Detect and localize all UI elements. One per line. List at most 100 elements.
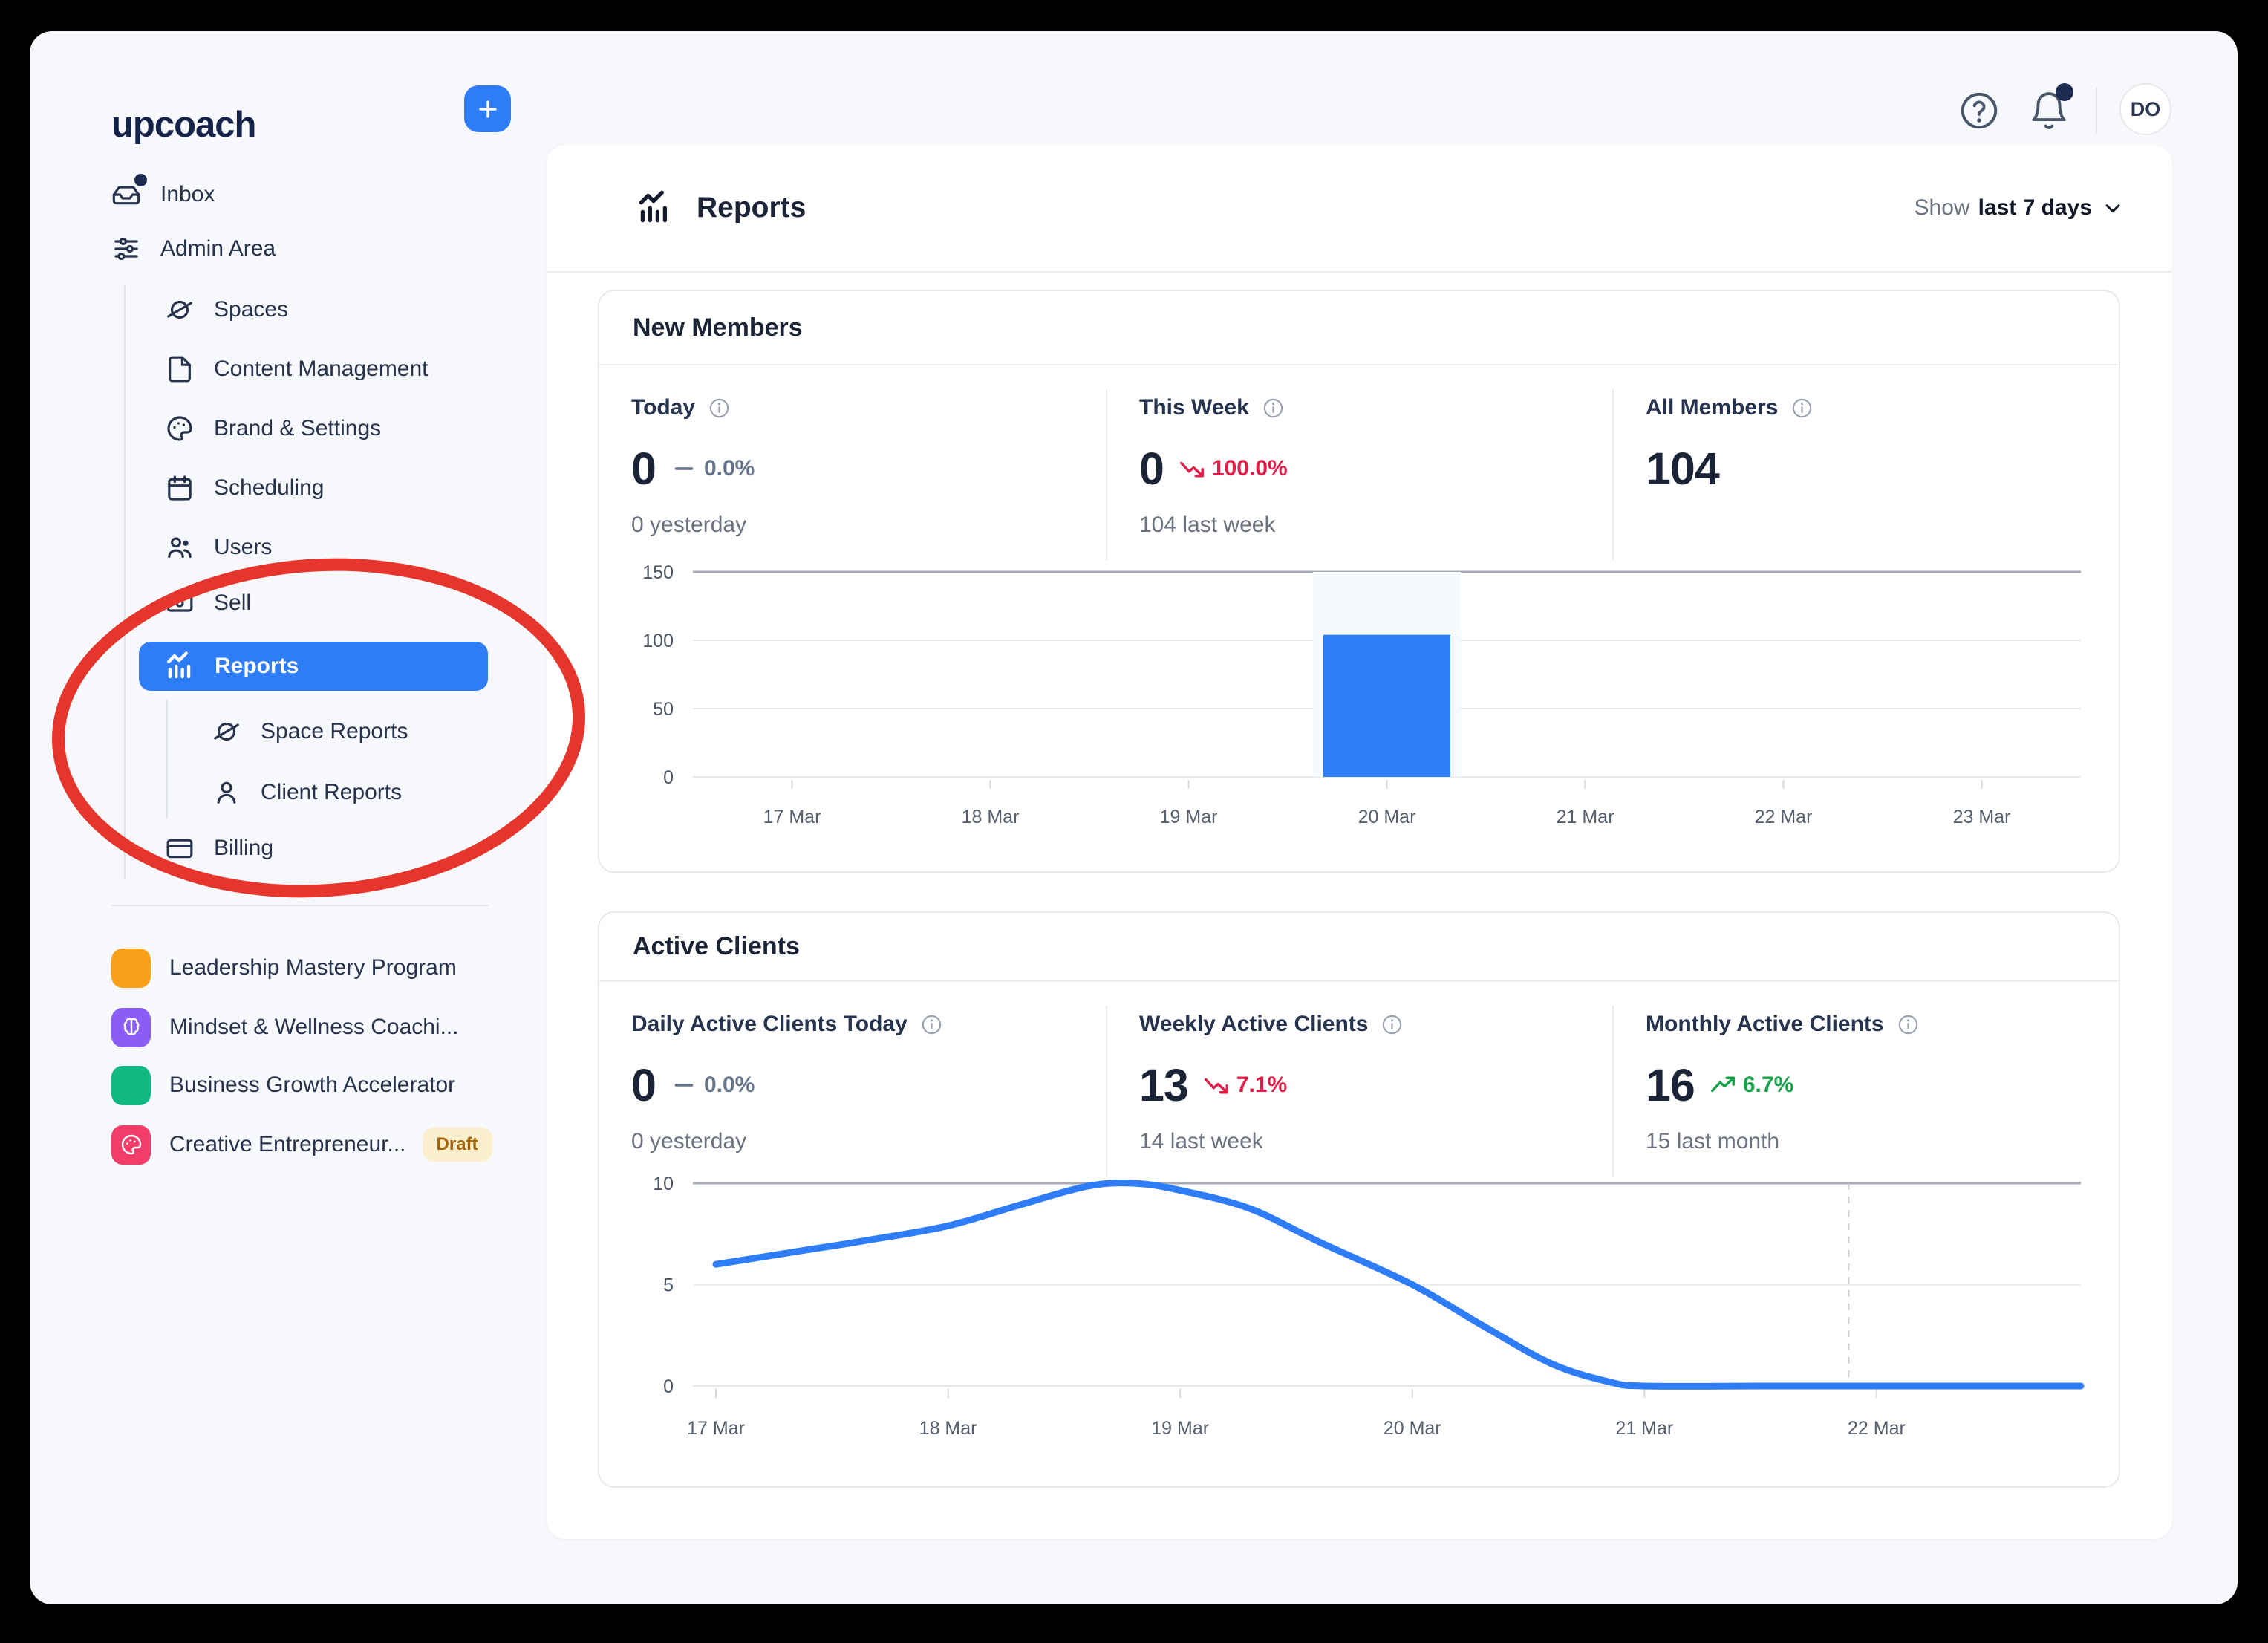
program-leadership-mastery[interactable]: Leadership Mastery Program bbox=[111, 943, 457, 992]
new-members-card: New Members Today 0 0.0% 0 yesterday Thi… bbox=[598, 290, 2120, 873]
draft-badge: Draft bbox=[422, 1128, 492, 1162]
svg-text:0: 0 bbox=[663, 767, 674, 788]
program-chip bbox=[111, 1065, 151, 1105]
stat-weekly-active: Weekly Active Clients 13 7.1% 14 last we… bbox=[1106, 1006, 1612, 1177]
person-icon bbox=[212, 778, 241, 807]
notifications-button[interactable] bbox=[2027, 89, 2070, 132]
calendar-icon bbox=[165, 473, 195, 503]
trending-down-icon bbox=[1179, 461, 1204, 478]
new-members-bar-chart[interactable]: 0 50 100 150 17 Mar 18 Mar 19 Mar 20 Mar 21 Mar 2… bbox=[599, 562, 2122, 844]
svg-text:22 Mar: 22 Mar bbox=[1755, 807, 1813, 827]
svg-text:10: 10 bbox=[653, 1174, 674, 1194]
info-icon[interactable] bbox=[1897, 1013, 1920, 1036]
avatar[interactable]: DO bbox=[2119, 83, 2171, 135]
svg-text:100: 100 bbox=[642, 631, 674, 651]
flat-trend-icon bbox=[674, 467, 694, 470]
svg-text:21 Mar: 21 Mar bbox=[1557, 807, 1614, 827]
info-icon[interactable] bbox=[920, 1013, 943, 1036]
svg-text:0: 0 bbox=[663, 1376, 674, 1397]
info-icon[interactable] bbox=[1790, 397, 1814, 420]
sidebar-divider bbox=[111, 905, 489, 906]
stat-this-week: This Week 0 100.0% 104 last week bbox=[1106, 389, 1612, 560]
reports-chart-icon bbox=[164, 651, 195, 682]
notification-dot bbox=[2056, 83, 2073, 101]
trending-down-icon bbox=[1204, 1078, 1228, 1094]
svg-text:18 Mar: 18 Mar bbox=[962, 807, 1020, 827]
banknote-icon bbox=[165, 588, 195, 618]
trending-up-icon bbox=[1710, 1076, 1735, 1093]
flat-trend-icon bbox=[674, 1084, 694, 1087]
main-panel: Reports Show last 7 days New Members Tod… bbox=[547, 145, 2172, 1539]
users-icon bbox=[165, 533, 195, 562]
brain-icon bbox=[111, 1007, 151, 1047]
sidebar-item-sell[interactable]: Sell bbox=[165, 579, 251, 628]
help-icon bbox=[1961, 92, 1998, 129]
stat-all-members: All Members 104 bbox=[1612, 389, 2119, 560]
app-window: upcoach DO Inbox Admin Area bbox=[30, 31, 2238, 1604]
active-clients-card: Active Clients Daily Active Clients Toda… bbox=[598, 911, 2120, 1488]
planet-icon bbox=[165, 295, 195, 325]
program-business-growth[interactable]: Business Growth Accelerator bbox=[111, 1061, 455, 1110]
sidebar-item-reports-active[interactable]: Reports bbox=[139, 642, 488, 691]
bell-icon bbox=[2032, 92, 2066, 129]
sidebar-item-brand-settings[interactable]: Brand & Settings bbox=[165, 404, 381, 453]
card-title: New Members bbox=[599, 291, 2119, 365]
nav-tree-guide bbox=[124, 285, 126, 879]
page-title: Reports bbox=[697, 192, 806, 224]
stat-today: Today 0 0.0% 0 yesterday bbox=[631, 395, 755, 537]
sidebar-item-client-reports[interactable]: Client Reports bbox=[212, 768, 402, 817]
date-range-dropdown[interactable]: Show last 7 days bbox=[1915, 195, 2125, 221]
upcoach-logo: upcoach bbox=[111, 105, 256, 145]
plus-icon bbox=[478, 100, 497, 118]
sidebar-item-admin-area[interactable]: Admin Area bbox=[111, 224, 276, 273]
svg-text:5: 5 bbox=[663, 1275, 674, 1296]
sidebar-item-spaces[interactable]: Spaces bbox=[165, 285, 288, 334]
create-new-button[interactable] bbox=[464, 85, 511, 132]
info-icon[interactable] bbox=[1262, 397, 1285, 420]
trend-flat: 0.0% bbox=[671, 455, 755, 482]
svg-text:17 Mar: 17 Mar bbox=[687, 1418, 745, 1439]
sidebar-item-inbox[interactable]: Inbox bbox=[111, 170, 215, 219]
svg-text:21 Mar: 21 Mar bbox=[1615, 1418, 1673, 1439]
reports-chart-icon bbox=[639, 190, 667, 223]
svg-text:23 Mar: 23 Mar bbox=[1953, 807, 2011, 827]
credit-card-icon bbox=[165, 833, 195, 863]
active-clients-stats: Daily Active Clients Today 0 0.0% 0 yest… bbox=[599, 1006, 2119, 1177]
sidebar-item-space-reports[interactable]: Space Reports bbox=[212, 707, 408, 756]
sidebar-item-billing[interactable]: Billing bbox=[165, 824, 273, 873]
inbox-unread-dot bbox=[134, 174, 147, 186]
info-icon[interactable] bbox=[1381, 1013, 1404, 1036]
sidebar-item-scheduling[interactable]: Scheduling bbox=[165, 463, 324, 513]
svg-text:22 Mar: 22 Mar bbox=[1848, 1418, 1906, 1439]
svg-text:20 Mar: 20 Mar bbox=[1358, 807, 1416, 827]
svg-text:50: 50 bbox=[653, 699, 674, 720]
palette-icon bbox=[165, 414, 195, 443]
stat-monthly-active: Monthly Active Clients 16 6.7% 15 last m… bbox=[1612, 1006, 2119, 1177]
trend-down: 100.0% bbox=[1179, 455, 1288, 482]
svg-text:19 Mar: 19 Mar bbox=[1151, 1418, 1209, 1439]
planet-icon bbox=[212, 717, 241, 746]
help-button[interactable] bbox=[1958, 89, 2001, 132]
program-chip bbox=[111, 948, 151, 988]
svg-text:17 Mar: 17 Mar bbox=[763, 807, 821, 827]
sidebar-item-content-management[interactable]: Content Management bbox=[165, 345, 428, 394]
program-mindset-wellness[interactable]: Mindset & Wellness Coachi... bbox=[111, 1003, 459, 1052]
svg-text:18 Mar: 18 Mar bbox=[919, 1418, 977, 1439]
active-clients-line-chart[interactable]: 0 5 10 17 Mar 18 Mar 19 Mar 20 Mar 21 Mar 22 Mar bbox=[599, 1173, 2122, 1455]
card-title: Active Clients bbox=[599, 913, 2119, 982]
inbox-icon bbox=[111, 174, 147, 209]
svg-text:19 Mar: 19 Mar bbox=[1160, 807, 1218, 827]
chevron-down-icon bbox=[2105, 204, 2120, 213]
document-icon bbox=[165, 354, 195, 384]
program-creative-entrepreneur[interactable]: Creative Entrepreneur... Draft bbox=[111, 1120, 492, 1169]
reports-subtree-guide bbox=[166, 700, 168, 819]
svg-text:20 Mar: 20 Mar bbox=[1384, 1418, 1441, 1439]
topbar-divider bbox=[2096, 88, 2097, 134]
new-members-stats: Today 0 0.0% 0 yesterday This Week 0 bbox=[599, 389, 2119, 560]
palette-icon bbox=[111, 1125, 151, 1165]
stat-daily-active: Daily Active Clients Today 0 0.0% 0 yest… bbox=[599, 1006, 1106, 1177]
sidebar-item-users[interactable]: Users bbox=[165, 523, 272, 572]
info-icon[interactable] bbox=[708, 397, 731, 420]
trend-flat: 0.0% bbox=[671, 1072, 755, 1099]
trend-down: 7.1% bbox=[1203, 1072, 1287, 1099]
